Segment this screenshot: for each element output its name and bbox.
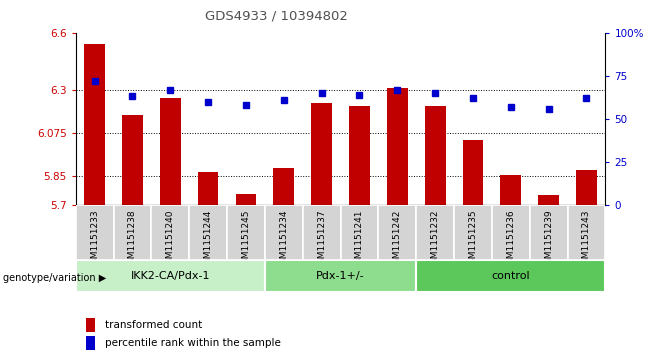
Bar (84, 44, 105, 205)
FancyBboxPatch shape (114, 205, 151, 260)
Text: GSM1151232: GSM1151232 (430, 209, 440, 270)
FancyBboxPatch shape (303, 205, 341, 260)
Bar (273, 168, 294, 205)
Text: GSM1151243: GSM1151243 (582, 209, 591, 270)
Text: GSM1151238: GSM1151238 (128, 209, 137, 270)
FancyBboxPatch shape (341, 205, 378, 260)
Text: GDS4933 / 10394802: GDS4933 / 10394802 (205, 9, 348, 22)
Bar (538, 195, 559, 205)
FancyBboxPatch shape (227, 205, 265, 260)
FancyBboxPatch shape (454, 205, 492, 260)
FancyBboxPatch shape (151, 205, 190, 260)
Text: GSM1151240: GSM1151240 (166, 209, 175, 270)
FancyBboxPatch shape (190, 205, 227, 260)
Text: GSM1151234: GSM1151234 (279, 209, 288, 270)
Bar (463, 140, 484, 205)
Text: GSM1151245: GSM1151245 (241, 209, 251, 270)
Text: percentile rank within the sample: percentile rank within the sample (105, 338, 281, 348)
Bar (122, 115, 143, 205)
Text: Pdx-1+/-: Pdx-1+/- (316, 271, 365, 281)
Text: GSM1151237: GSM1151237 (317, 209, 326, 270)
Bar (576, 170, 597, 205)
Bar (160, 98, 181, 205)
FancyBboxPatch shape (265, 260, 417, 292)
Text: GSM1151244: GSM1151244 (203, 209, 213, 270)
FancyBboxPatch shape (417, 260, 605, 292)
FancyBboxPatch shape (530, 205, 567, 260)
FancyBboxPatch shape (417, 205, 454, 260)
Bar (311, 103, 332, 205)
FancyBboxPatch shape (567, 205, 605, 260)
Text: control: control (492, 271, 530, 281)
Bar (424, 106, 445, 205)
Text: GSM1151236: GSM1151236 (506, 209, 515, 270)
FancyBboxPatch shape (378, 205, 417, 260)
FancyBboxPatch shape (492, 205, 530, 260)
Bar (349, 106, 370, 205)
Text: GSM1151241: GSM1151241 (355, 209, 364, 270)
Text: GSM1151239: GSM1151239 (544, 209, 553, 270)
Bar (197, 172, 218, 205)
Bar (500, 175, 521, 205)
Text: transformed count: transformed count (105, 320, 203, 330)
Bar (236, 193, 257, 205)
Bar (387, 88, 408, 205)
FancyBboxPatch shape (265, 205, 303, 260)
Text: GSM1151242: GSM1151242 (393, 209, 402, 270)
FancyBboxPatch shape (76, 260, 265, 292)
Text: genotype/variation ▶: genotype/variation ▶ (3, 273, 107, 283)
Text: GSM1151233: GSM1151233 (90, 209, 99, 270)
Text: GSM1151235: GSM1151235 (468, 209, 478, 270)
FancyBboxPatch shape (76, 205, 114, 260)
Text: IKK2-CA/Pdx-1: IKK2-CA/Pdx-1 (130, 271, 210, 281)
